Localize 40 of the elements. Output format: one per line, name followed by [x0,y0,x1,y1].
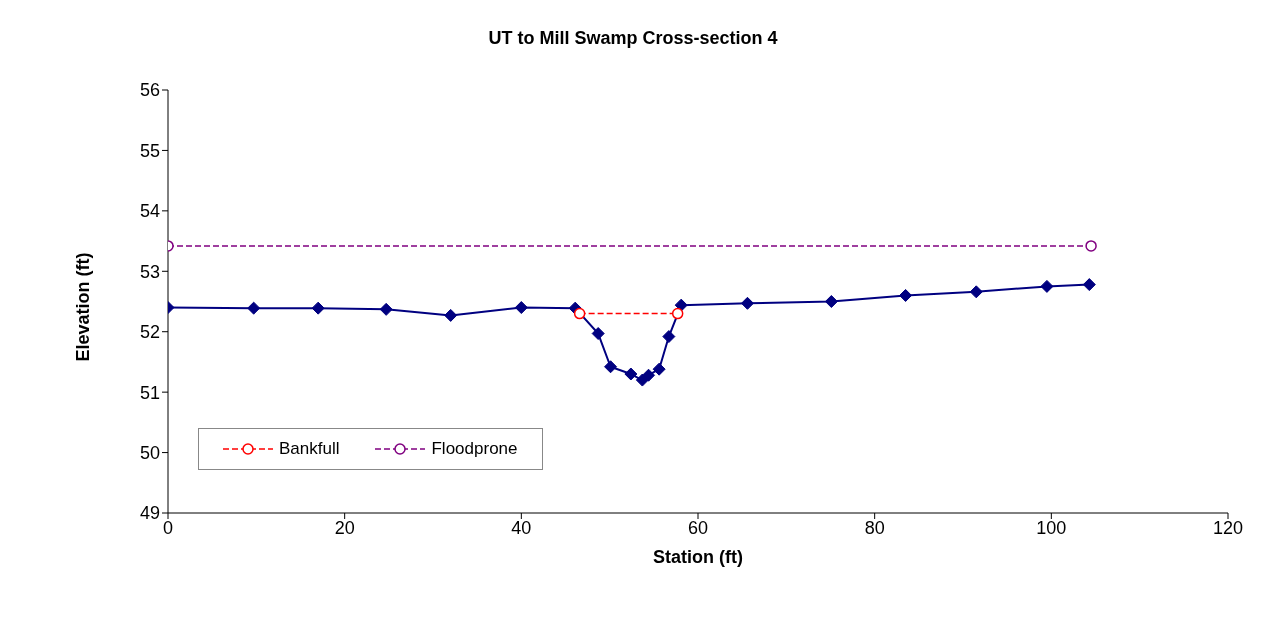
point [969,285,983,299]
y-tick-label: 53 [139,261,160,282]
x-tick-label: 100 [1036,517,1067,538]
point [1082,278,1096,292]
y-tick-label: 56 [139,80,160,101]
y-tick-label: 55 [139,140,160,161]
y-axis-title: Elevation (ft) [73,252,94,362]
x-tick-label: 120 [1212,517,1244,538]
x-tick-label: 0 [162,517,174,538]
point [662,330,676,344]
point [624,367,638,381]
x-tick-label: 60 [687,517,709,538]
y-tick-label: 51 [139,382,160,403]
legend-label: Floodprone [431,439,518,459]
y-tick-label: 50 [139,442,160,463]
point [824,295,838,308]
x-tick-label: 40 [511,517,532,538]
point [247,301,261,315]
point [514,301,528,315]
x-tick-label: 80 [864,517,885,538]
point [652,362,666,376]
legend-label: Bankfull [279,439,340,459]
chart-title: UT to Mill Swamp Cross-section 4 [487,28,779,49]
point [311,301,325,315]
point [671,307,684,320]
point [379,302,393,316]
point [740,296,754,310]
y-tick-label: 54 [139,201,160,222]
point [604,360,618,374]
point [674,298,688,312]
point [444,308,458,322]
y-tick-label: 52 [139,322,160,343]
point [642,368,656,382]
point [899,288,913,302]
point [591,327,605,341]
y-tick-label: 49 [139,503,160,524]
x-axis-title: Station (ft) [653,547,743,567]
point [1040,279,1054,293]
point [573,307,586,320]
x-tick-label: 20 [334,517,355,538]
